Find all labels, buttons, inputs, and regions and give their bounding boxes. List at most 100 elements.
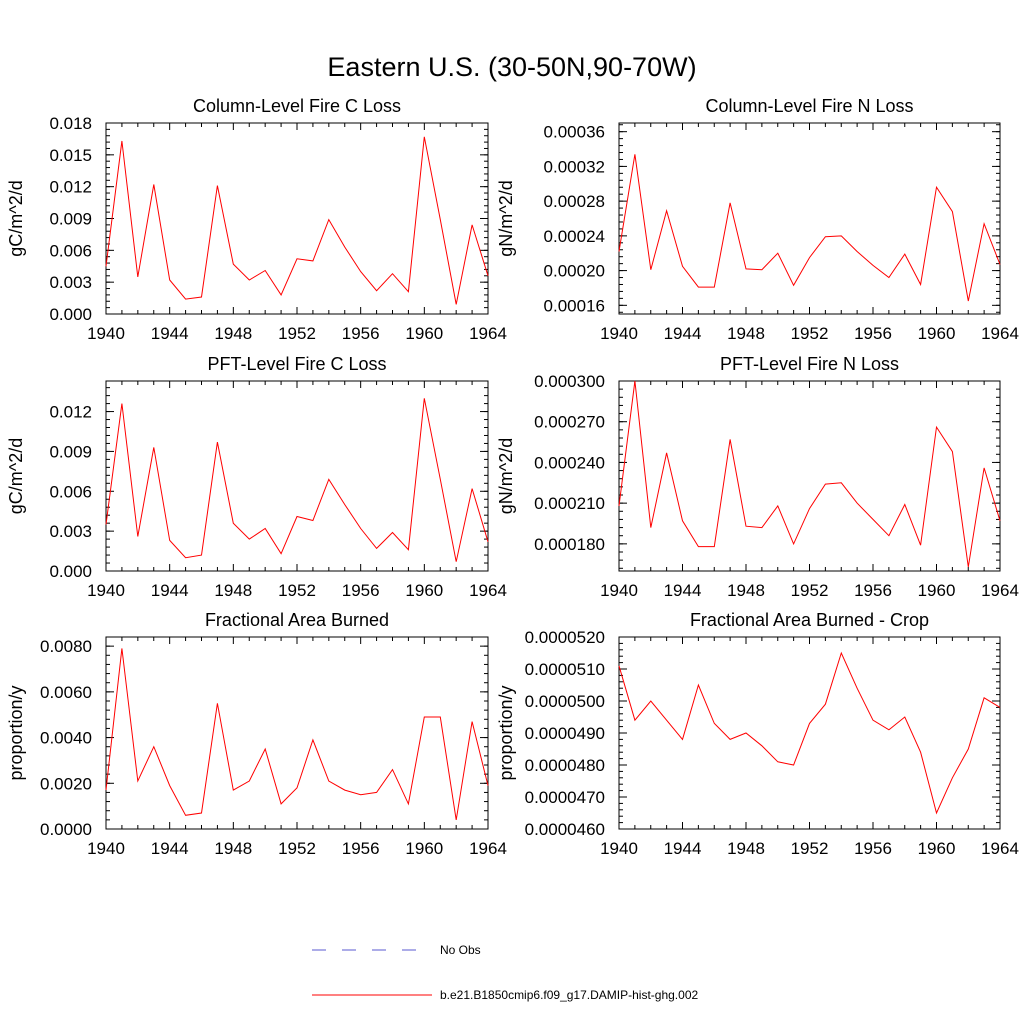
y-tick-label: 0.0000470 [525,788,605,807]
x-tick-label: 1956 [342,839,380,858]
y-tick-label: 0.009 [49,442,92,461]
y-tick-label: 0.009 [49,210,92,229]
x-tick-label: 1940 [87,324,125,343]
x-tick-label: 1956 [854,581,892,600]
panel-title: PFT-Level Fire N Loss [720,354,899,374]
x-tick-label: 1944 [151,324,189,343]
y-axis-label: proportion/y [6,685,26,780]
panel-title: Fractional Area Burned - Crop [690,610,929,630]
x-tick-label: 1940 [87,581,125,600]
x-tick-label: 1964 [981,324,1019,343]
y-tick-label: 0.0040 [40,729,92,748]
x-tick-label: 1960 [918,839,956,858]
panel-2: 1940 1944 1948 1952 1956 1960 1964 0.00016 0.000… [496,96,1019,343]
plot-frame [618,122,1001,315]
x-tick-label: 1960 [405,839,443,858]
y-tick-label: 0.000270 [534,413,605,432]
x-tick-label: 1964 [469,581,507,600]
y-axis-label: gC/m^2/d [6,180,26,256]
y-tick-label: 0.00036 [544,123,605,142]
x-tick-label: 1960 [918,324,956,343]
x-tick-label: 1948 [727,839,765,858]
y-axis-label: gN/m^2/d [496,180,516,256]
x-tick-label: 1940 [600,839,638,858]
series-line [618,380,1001,567]
panel-title: Column-Level Fire N Loss [705,96,913,116]
x-tick-label: 1952 [791,839,829,858]
y-tick-label: 0.0000 [40,820,92,839]
y-tick-label: 0.00016 [544,296,605,315]
series-line [618,154,1001,302]
panel-3: 1940 1944 1948 1952 1956 1960 1964 0.000 0.003 0.… [6,354,507,600]
panel-title: Fractional Area Burned [205,610,389,630]
y-tick-label: 0.006 [49,241,92,260]
x-tick-label: 1940 [600,324,638,343]
x-tick-label: 1948 [727,581,765,600]
x-tick-label: 1940 [600,581,638,600]
x-tick-label: 1948 [214,581,252,600]
y-tick-label: 0.012 [49,403,92,422]
y-tick-label: 0.012 [49,178,92,197]
x-tick-label: 1960 [918,581,956,600]
x-tick-label: 1956 [342,324,380,343]
x-tick-label: 1952 [791,581,829,600]
series-line [618,651,1001,815]
x-tick-label: 1964 [469,839,507,858]
y-axis-label: proportion/y [496,685,516,780]
x-tick-label: 1964 [981,581,1019,600]
y-tick-label: 0.0000480 [525,756,605,775]
x-tick-label: 1956 [342,581,380,600]
x-tick-label: 1956 [854,324,892,343]
y-tick-label: 0.018 [49,114,92,133]
x-tick-label: 1960 [405,324,443,343]
x-tick-label: 1952 [278,839,316,858]
x-tick-label: 1944 [664,839,702,858]
x-tick-label: 1948 [214,324,252,343]
series-line [105,136,489,305]
panel-title: PFT-Level Fire C Loss [207,354,386,374]
y-tick-label: 0.0000500 [525,692,605,711]
x-tick-label: 1952 [278,581,316,600]
y-tick-label: 0.0080 [40,637,92,656]
y-tick-label: 0.000 [49,562,92,581]
legend: No Obs b.e21.B1850cmip6.f09_g17.DAMIP-hi… [312,943,698,1002]
y-tick-label: 0.00028 [544,192,605,211]
y-axis-label: gC/m^2/d [6,438,26,514]
plot-frame [618,636,1001,830]
y-tick-label: 0.003 [49,522,92,541]
x-tick-label: 1948 [727,324,765,343]
plot-frame [105,122,489,315]
panel-5: 1940 1944 1948 1952 1956 1960 1964 0.0000 0.0020… [6,610,507,858]
figure-title: Eastern U.S. (30-50N,90-70W) [327,52,696,82]
x-tick-label: 1960 [405,581,443,600]
y-tick-label: 0.00024 [544,227,605,246]
y-tick-label: 0.000210 [534,494,605,513]
series-line [105,648,489,820]
x-tick-label: 1940 [87,839,125,858]
y-tick-label: 0.0000510 [525,660,605,679]
x-tick-label: 1956 [854,839,892,858]
x-tick-label: 1948 [214,839,252,858]
y-tick-label: 0.0000490 [525,724,605,743]
series-line [105,398,489,562]
y-tick-label: 0.0060 [40,683,92,702]
plot-frame [618,380,1001,572]
panel-6: 1940 1944 1948 1952 1956 1960 1964 0.0000460 0.0… [496,610,1019,858]
panel-1: 1940 1944 1948 1952 1956 1960 1964 0.000 0.003 0.… [6,96,507,343]
y-tick-label: 0.00032 [544,157,605,176]
legend-model-label: b.e21.B1850cmip6.f09_g17.DAMIP-hist-ghg.… [440,988,698,1002]
y-tick-label: 0.0000520 [525,628,605,647]
plot-frame [105,636,489,830]
y-tick-label: 0.000300 [534,372,605,391]
x-tick-label: 1944 [664,324,702,343]
y-axis-label: gN/m^2/d [496,438,516,514]
x-tick-label: 1944 [151,581,189,600]
y-tick-label: 0.0020 [40,774,92,793]
x-tick-label: 1944 [664,581,702,600]
panels: 1940 1944 1948 1952 1956 1960 1964 0.000 0.003 0.… [6,96,1019,858]
legend-no-obs-label: No Obs [440,943,481,957]
y-tick-label: 0.006 [49,482,92,501]
x-tick-label: 1964 [981,839,1019,858]
x-tick-label: 1964 [469,324,507,343]
